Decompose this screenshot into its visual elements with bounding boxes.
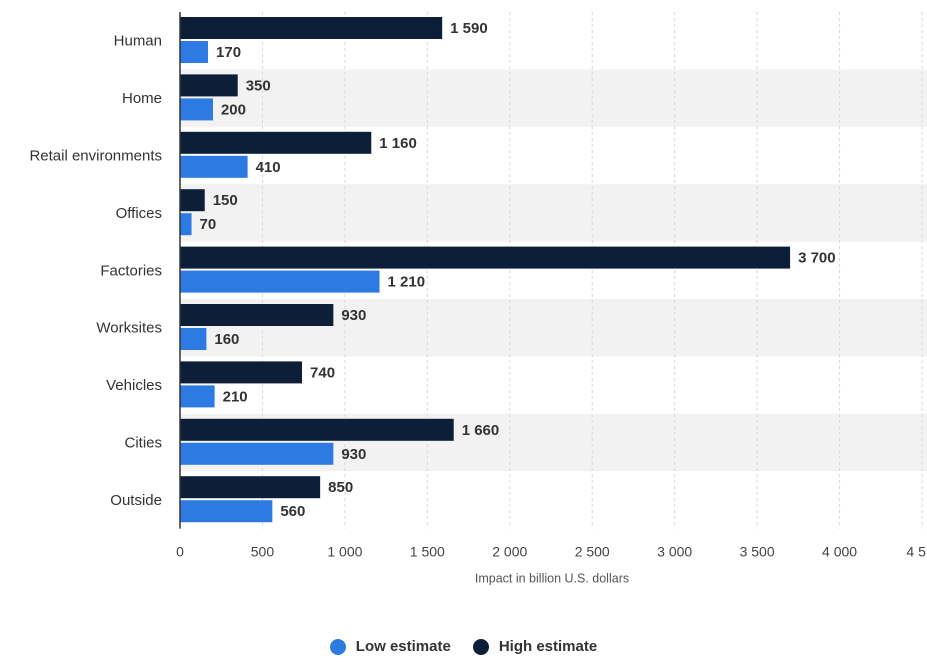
bar-high-estimate bbox=[180, 246, 791, 269]
value-label-high: 930 bbox=[341, 307, 366, 324]
x-tick-label: 0 bbox=[176, 544, 184, 560]
bar-low-estimate bbox=[180, 213, 192, 236]
value-label-high: 1 160 bbox=[379, 135, 417, 152]
bar-low-estimate bbox=[180, 328, 207, 350]
category-label: Outside bbox=[110, 492, 162, 509]
value-label-low: 560 bbox=[280, 503, 305, 520]
category-label: Vehicles bbox=[106, 377, 162, 394]
bar-high-estimate bbox=[180, 361, 303, 384]
category-label: Retail environments bbox=[29, 148, 162, 165]
bar-low-estimate bbox=[180, 41, 209, 63]
value-label-low: 930 bbox=[341, 446, 366, 463]
value-label-high: 150 bbox=[213, 192, 238, 209]
value-label-low: 200 bbox=[221, 101, 246, 118]
x-tick-label: 4 000 bbox=[822, 544, 857, 560]
value-label-low: 410 bbox=[256, 159, 281, 176]
category-label: Factories bbox=[100, 262, 162, 279]
legend-item-low[interactable]: Low estimate bbox=[329, 638, 451, 655]
gridlines bbox=[261, 12, 923, 529]
legend-dot-low bbox=[329, 638, 346, 655]
value-label-low: 160 bbox=[214, 331, 239, 348]
x-tick-labels: 0 500 1 000 1 500 2 000 2 500 3 000 3 500 4 000 4… bbox=[176, 544, 927, 560]
value-label-high: 740 bbox=[310, 364, 335, 381]
bar-high-estimate bbox=[180, 189, 205, 212]
x-tick-label: 1 500 bbox=[410, 544, 445, 560]
bar-low-estimate bbox=[180, 385, 215, 408]
value-label-high: 850 bbox=[328, 479, 353, 496]
x-tick-label: 500 bbox=[251, 544, 275, 560]
bar-high-estimate bbox=[180, 131, 372, 154]
bar-low-estimate bbox=[180, 500, 273, 523]
bar-high-estimate bbox=[180, 418, 454, 441]
bar-low-estimate bbox=[180, 98, 213, 121]
category-label: Offices bbox=[116, 205, 162, 222]
value-label-low: 1 210 bbox=[388, 274, 426, 291]
category-label: Human bbox=[114, 33, 162, 50]
value-label-high: 3 700 bbox=[798, 250, 836, 267]
x-axis-title: Impact in billion U.S. dollars bbox=[475, 572, 629, 586]
x-tick-label: 2 500 bbox=[575, 544, 610, 560]
legend-label-low: Low estimate bbox=[355, 638, 451, 655]
legend: Low estimate High estimate bbox=[0, 638, 927, 655]
bar-high-estimate bbox=[180, 476, 321, 499]
bar-high-estimate bbox=[180, 17, 443, 39]
row-band bbox=[180, 69, 927, 127]
bar-high-estimate bbox=[180, 74, 238, 97]
legend-dot-high bbox=[472, 638, 489, 655]
value-label-high: 1 590 bbox=[450, 20, 488, 37]
bar-low-estimate bbox=[180, 442, 334, 465]
bar-low-estimate bbox=[180, 155, 248, 178]
category-labels: Human Home Retail environments Offices Facto… bbox=[29, 33, 162, 509]
x-tick-label: 4 5... bbox=[906, 544, 927, 560]
value-label-low: 70 bbox=[200, 216, 217, 233]
value-label-low: 170 bbox=[216, 44, 241, 61]
category-label: Home bbox=[122, 90, 162, 107]
value-label-high: 1 660 bbox=[462, 422, 500, 439]
value-label-low: 210 bbox=[223, 388, 248, 405]
bar-high-estimate bbox=[180, 304, 334, 326]
x-tick-label: 1 000 bbox=[327, 544, 362, 560]
value-label-high: 350 bbox=[246, 77, 271, 94]
x-tick-label: 2 000 bbox=[492, 544, 527, 560]
category-label: Cities bbox=[124, 435, 162, 452]
legend-item-high[interactable]: High estimate bbox=[472, 638, 598, 655]
legend-label-high: High estimate bbox=[498, 638, 598, 655]
x-tick-label: 3 000 bbox=[657, 544, 692, 560]
bar-low-estimate bbox=[180, 270, 380, 293]
row-bands bbox=[180, 69, 927, 472]
category-label: Worksites bbox=[96, 320, 162, 337]
row-band bbox=[180, 184, 927, 242]
x-tick-label: 3 500 bbox=[740, 544, 775, 560]
